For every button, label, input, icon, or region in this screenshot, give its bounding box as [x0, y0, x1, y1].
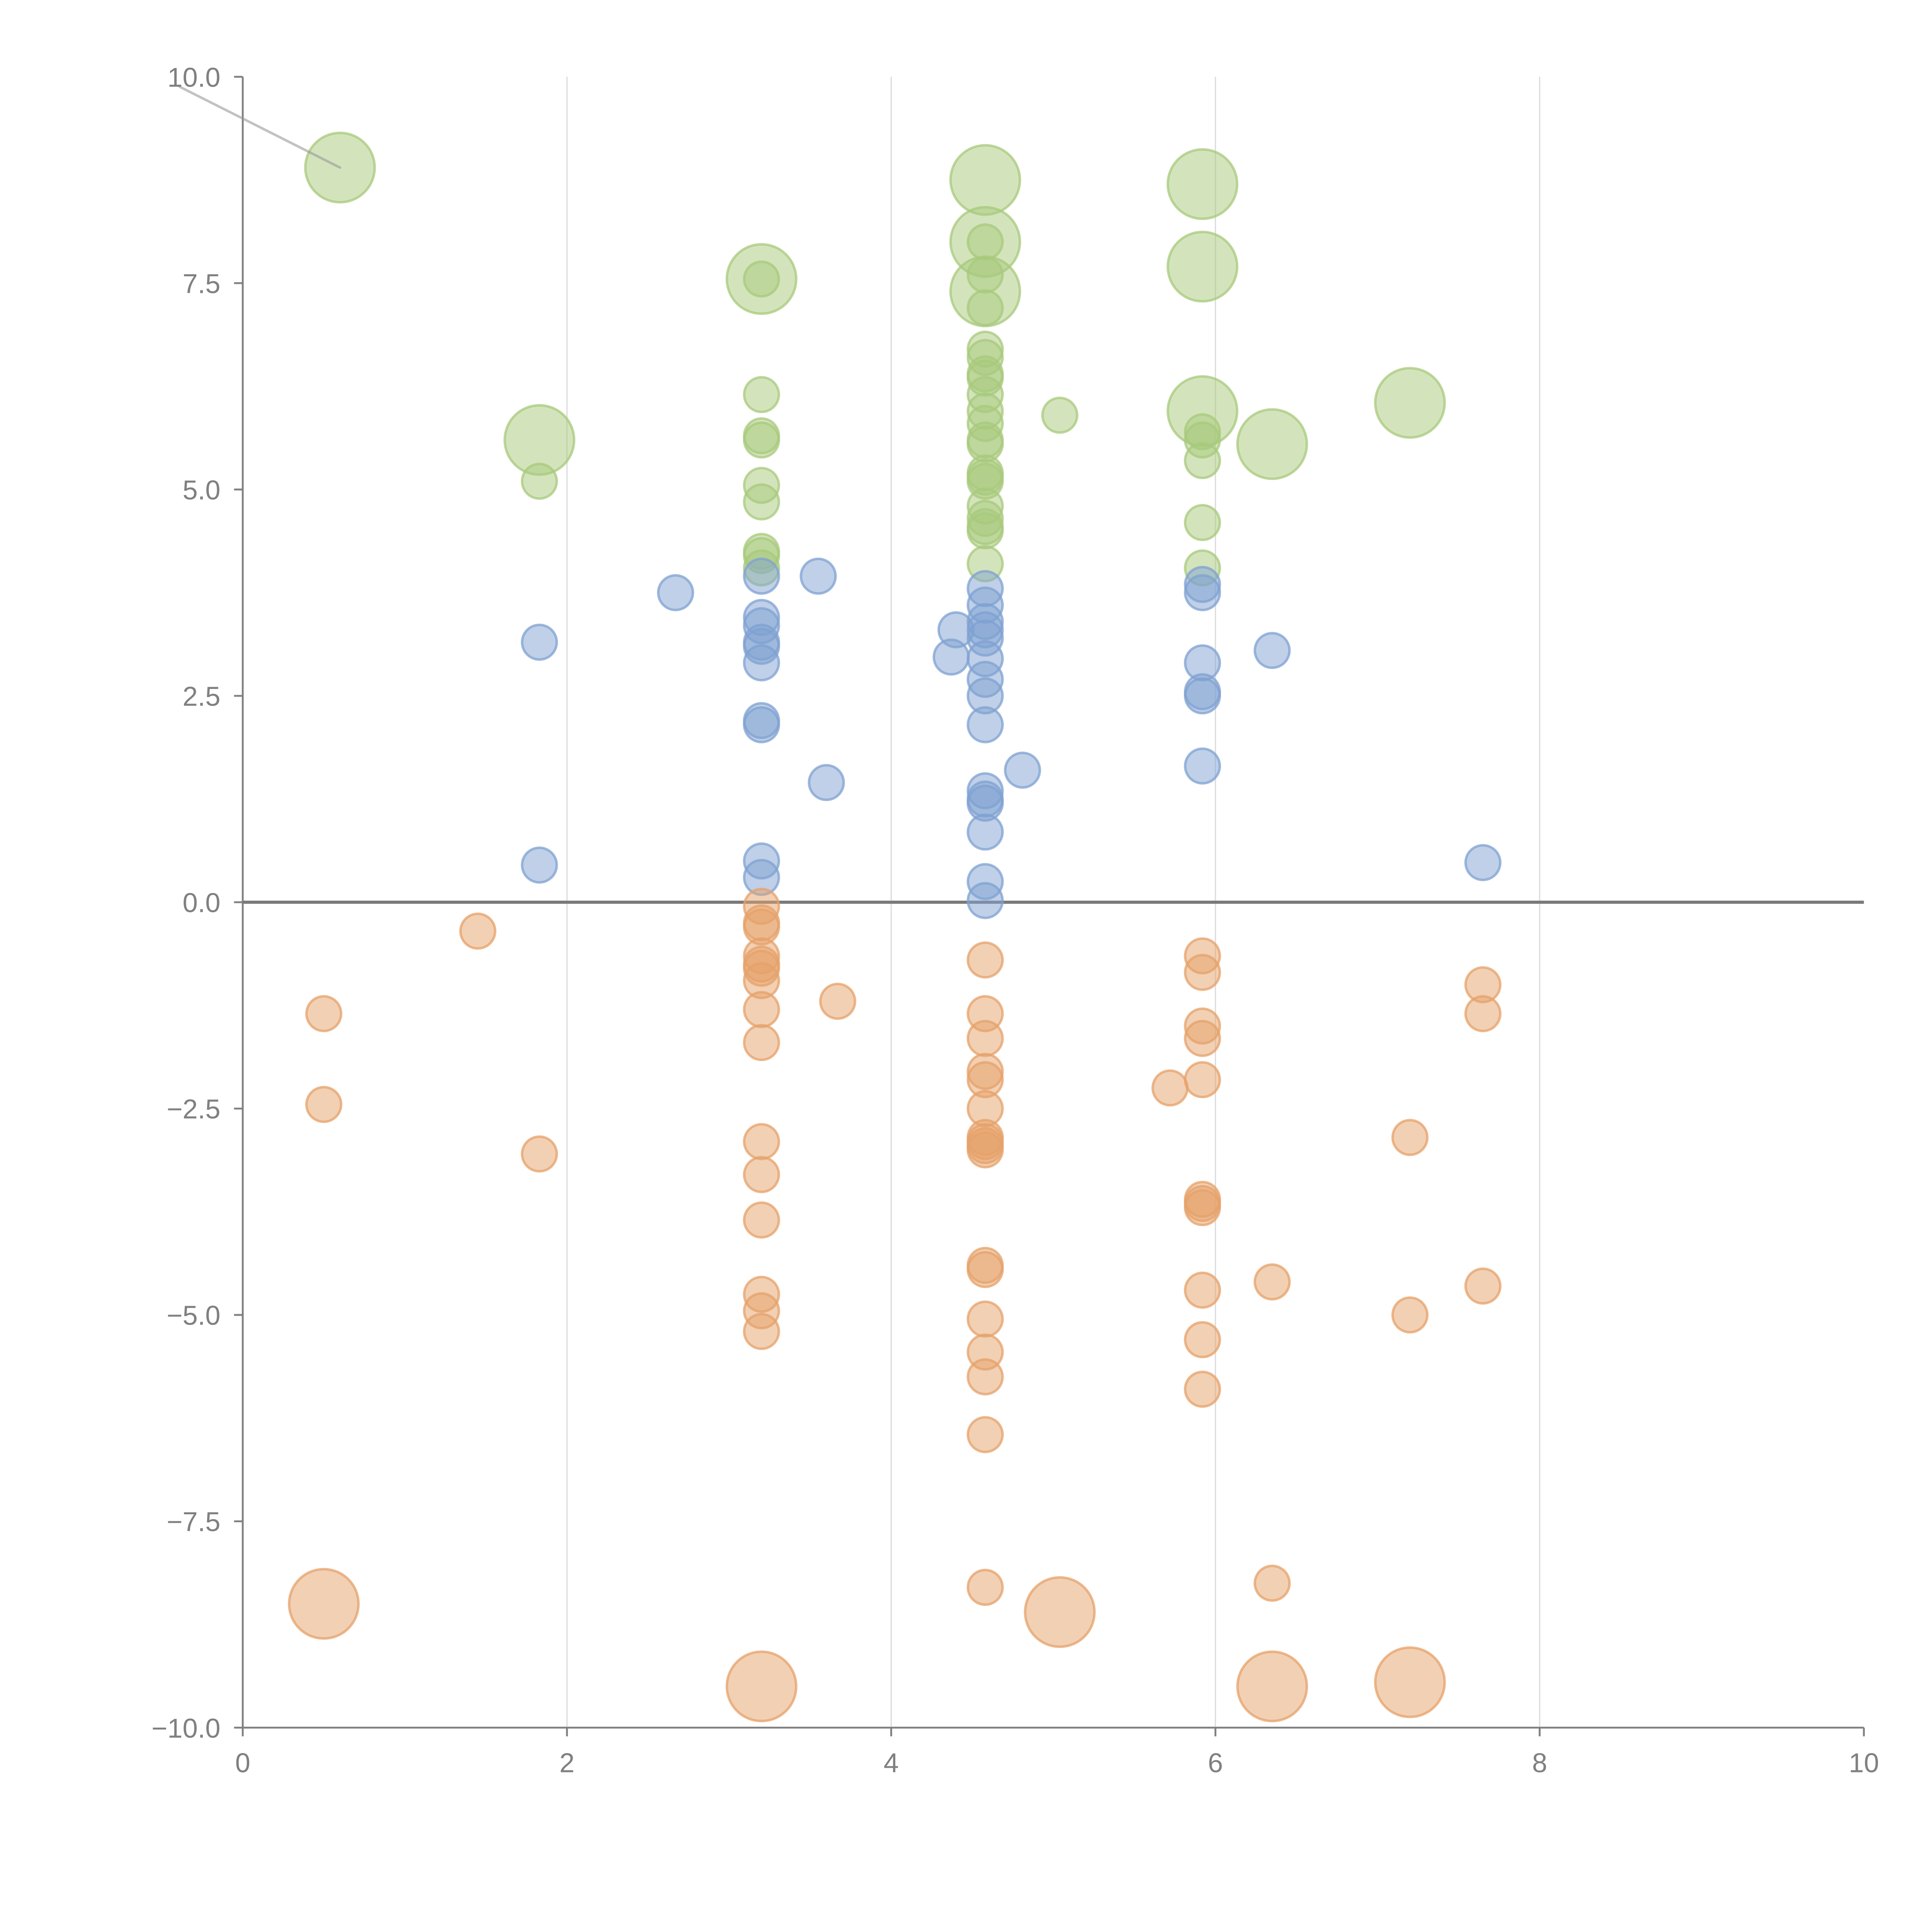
annotation-leader-line: [178, 85, 342, 169]
data-point: [1236, 408, 1308, 480]
x-tick-label: 10: [1849, 1748, 1879, 1778]
data-point: [966, 512, 1004, 549]
data-point: [966, 941, 1004, 979]
data-point: [743, 706, 780, 743]
data-point: [743, 421, 780, 459]
data-point: [966, 1416, 1004, 1453]
data-point: [1184, 1321, 1221, 1359]
data-point: [1374, 1646, 1446, 1718]
data-point: [743, 483, 780, 520]
data-point: [1184, 954, 1221, 991]
data-point: [743, 644, 780, 682]
series-green: [304, 131, 1446, 587]
data-point: [1236, 1650, 1308, 1723]
data-point: [743, 1024, 780, 1061]
data-point: [966, 1020, 1004, 1057]
data-point: [819, 983, 857, 1020]
data-point: [657, 574, 694, 611]
y-tick-label: 2.5: [182, 681, 220, 712]
data-point: [743, 1201, 780, 1239]
data-point: [966, 1251, 1004, 1288]
axes: [234, 76, 1865, 1736]
data-point: [1166, 231, 1238, 303]
data-point: [1253, 632, 1291, 669]
data-point: [1184, 1189, 1221, 1226]
data-point: [305, 995, 343, 1032]
data-point: [520, 623, 558, 661]
data-point: [1391, 1296, 1429, 1334]
data-point: [932, 638, 970, 676]
data-point: [743, 558, 780, 595]
data-point: [520, 846, 558, 884]
data-point: [743, 1156, 780, 1193]
data-point: [1184, 1061, 1221, 1099]
data-point: [966, 1300, 1004, 1338]
data-point: [1184, 504, 1221, 541]
data-point: [966, 813, 1004, 851]
y-tick-label: −7.5: [167, 1507, 220, 1537]
data-point: [1464, 1267, 1502, 1305]
data-point: [743, 991, 780, 1028]
data-point: [1374, 367, 1446, 439]
x-tick-label: 6: [1208, 1748, 1223, 1778]
tick-labels: 0 2 4 6 8 10 10.0 7.5 5.0 2.5 0.0 −2.5 −5.0 −7.5 −10.0: [151, 62, 1879, 1778]
data-point: [1253, 1565, 1291, 1602]
y-tick-label: −2.5: [167, 1094, 220, 1124]
y-tick-label: −10.0: [151, 1713, 220, 1743]
data-point: [1024, 1576, 1096, 1648]
data-point: [1151, 1069, 1189, 1107]
data-point: [743, 1313, 780, 1350]
x-tick-label: 2: [560, 1748, 575, 1778]
data-point: [1184, 1271, 1221, 1309]
data-point: [1184, 442, 1221, 480]
data-points: [178, 85, 1502, 1723]
data-point: [808, 764, 845, 801]
data-point: [459, 912, 497, 950]
x-tick-label: 0: [235, 1748, 250, 1778]
data-point: [1184, 1371, 1221, 1408]
data-point: [966, 1358, 1004, 1396]
data-point: [1464, 844, 1502, 881]
data-point: [1041, 396, 1078, 434]
data-point: [520, 1135, 558, 1173]
y-tick-label: −5.0: [167, 1300, 220, 1331]
y-tick-label: 5.0: [182, 474, 220, 505]
data-point: [1004, 752, 1041, 789]
data-point: [1184, 677, 1221, 714]
series-orange: [288, 888, 1502, 1723]
data-point: [1184, 747, 1221, 785]
data-point: [1166, 148, 1238, 220]
data-point: [966, 706, 1004, 743]
data-point: [1184, 574, 1221, 611]
x-tick-label: 8: [1532, 1748, 1547, 1778]
data-point: [966, 289, 1004, 327]
data-point: [288, 1568, 360, 1640]
data-point: [1184, 1020, 1221, 1057]
data-point: [1464, 995, 1502, 1032]
data-point: [1391, 1119, 1429, 1156]
series-blue: [520, 558, 1502, 919]
data-point: [1253, 1263, 1291, 1301]
data-point: [743, 1123, 780, 1160]
data-point: [520, 463, 558, 500]
data-point: [743, 260, 780, 298]
data-point: [725, 1650, 798, 1723]
x-tick-label: 4: [884, 1748, 899, 1778]
data-point: [799, 558, 837, 595]
data-point: [966, 1568, 1004, 1606]
data-point: [966, 1131, 1004, 1168]
data-point: [305, 1086, 343, 1123]
y-tick-label: 0.0: [182, 888, 220, 918]
data-point: [949, 144, 1021, 216]
data-point: [966, 882, 1004, 919]
y-tick-label: 7.5: [182, 268, 220, 299]
data-point: [743, 376, 780, 413]
y-tick-label: 10.0: [167, 62, 220, 92]
data-point: [966, 223, 1004, 261]
